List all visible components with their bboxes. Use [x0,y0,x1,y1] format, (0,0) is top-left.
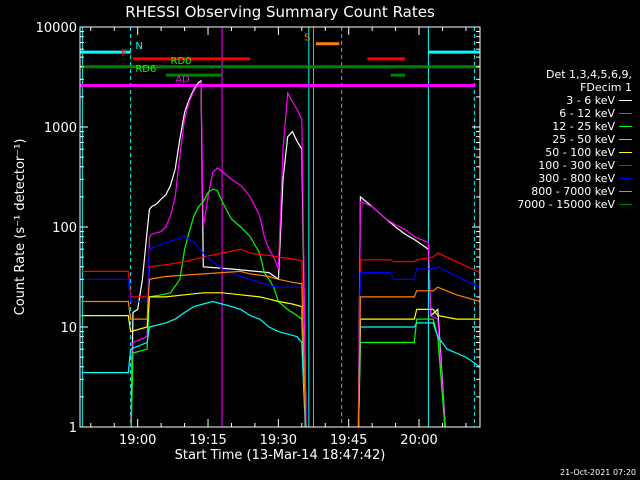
legend-entry: 7000 - 15000 keV [488,198,632,211]
y-tick-label: 1000 [44,121,77,136]
y-tick-label: 10 [60,321,77,336]
legend-entry: 300 - 800 keV [488,172,632,185]
series-300-800-keV-line [81,236,480,427]
series-25-50-keV-line [81,300,480,427]
series-800-7000-keV-line [81,270,480,427]
y-axis-label: Count Rate (s⁻¹ detector⁻¹) [13,139,28,316]
legend-entry-label: 12 - 25 keV [552,120,615,133]
legend-entry-swatch [619,100,632,101]
footer-timestamp: 21-Oct-2021 07:20 [560,468,636,477]
series-50-100-keV-line [81,292,480,427]
x-axis-label: Start Time (13-Mar-14 18:47:42) [175,448,386,463]
legend-entry: 12 - 25 keV [488,120,632,133]
legend-entry-label: 3 - 6 keV [566,94,615,107]
x-tick-label: 19:30 [260,433,297,448]
x-tick-label: 20:00 [400,433,437,448]
series-3-6-keV-line [130,79,446,427]
legend-entry-label: 7000 - 15000 keV [517,198,615,211]
x-axis: 19:00 19:15 19:30 19:45 20:00 [90,27,467,448]
chart-title: RHESSI Observing Summary Count Rates [125,3,435,21]
flag-n-label: N [135,41,142,52]
series-6-12-keV-line [130,81,446,427]
legend-entry: 50 - 100 keV [488,146,632,159]
flag-rd6-label: RD6 [135,64,156,75]
x-tick-label: 19:00 [119,433,156,448]
legend: Det 1,3,4,5,6,9, FDecim 1 3 - 6 keV 6 - 1… [488,68,632,211]
legend-entry-label: 300 - 800 keV [538,172,615,185]
x-tick-label: 19:15 [189,433,226,448]
legend-header-line-1: Det 1,3,4,5,6,9, [545,68,632,81]
y-tick-label: 10000 [36,21,77,36]
x-tick-label: 19:45 [330,433,367,448]
legend-entry-swatch [619,113,632,114]
legend-entry-swatch [619,126,632,127]
legend-entry-label: 100 - 300 keV [538,159,615,172]
legend-entry-label: 50 - 100 keV [545,146,615,159]
flag-f-label: F [121,48,127,59]
legend-header-line-2: FDecim 1 [580,81,632,94]
legend-entry: 100 - 300 keV [488,159,632,172]
flag-ad-label: AD [175,75,190,86]
legend-entry-swatch [619,152,632,153]
legend-entry-swatch [619,165,632,166]
y-tick-label: 100 [52,221,77,236]
legend-entry: 3 - 6 keV [488,94,632,107]
y-tick-label: 1 [69,421,77,436]
plot-content: NF S RD0 RD6 AD [80,27,480,427]
legend-entry: 800 - 7000 keV [488,185,632,198]
legend-entry-swatch [619,178,632,179]
legend-entry-swatch [619,191,632,192]
series-12-25-keV-line [130,188,446,427]
legend-entry-label: 6 - 12 keV [559,107,615,120]
legend-entry-label: 800 - 7000 keV [531,185,615,198]
y-axis: 1 10 100 1000 10000 [36,21,480,436]
legend-entry-label: 25 - 50 keV [552,133,615,146]
flag-s-label: S [304,33,310,44]
legend-entry: 25 - 50 keV [488,133,632,146]
series-100-300-keV-line [81,248,480,427]
legend-entry-swatch [619,204,632,205]
legend-entry: 6 - 12 keV [488,107,632,120]
legend-entry-swatch [619,139,632,140]
flag-rd0-label: RD0 [171,56,192,67]
